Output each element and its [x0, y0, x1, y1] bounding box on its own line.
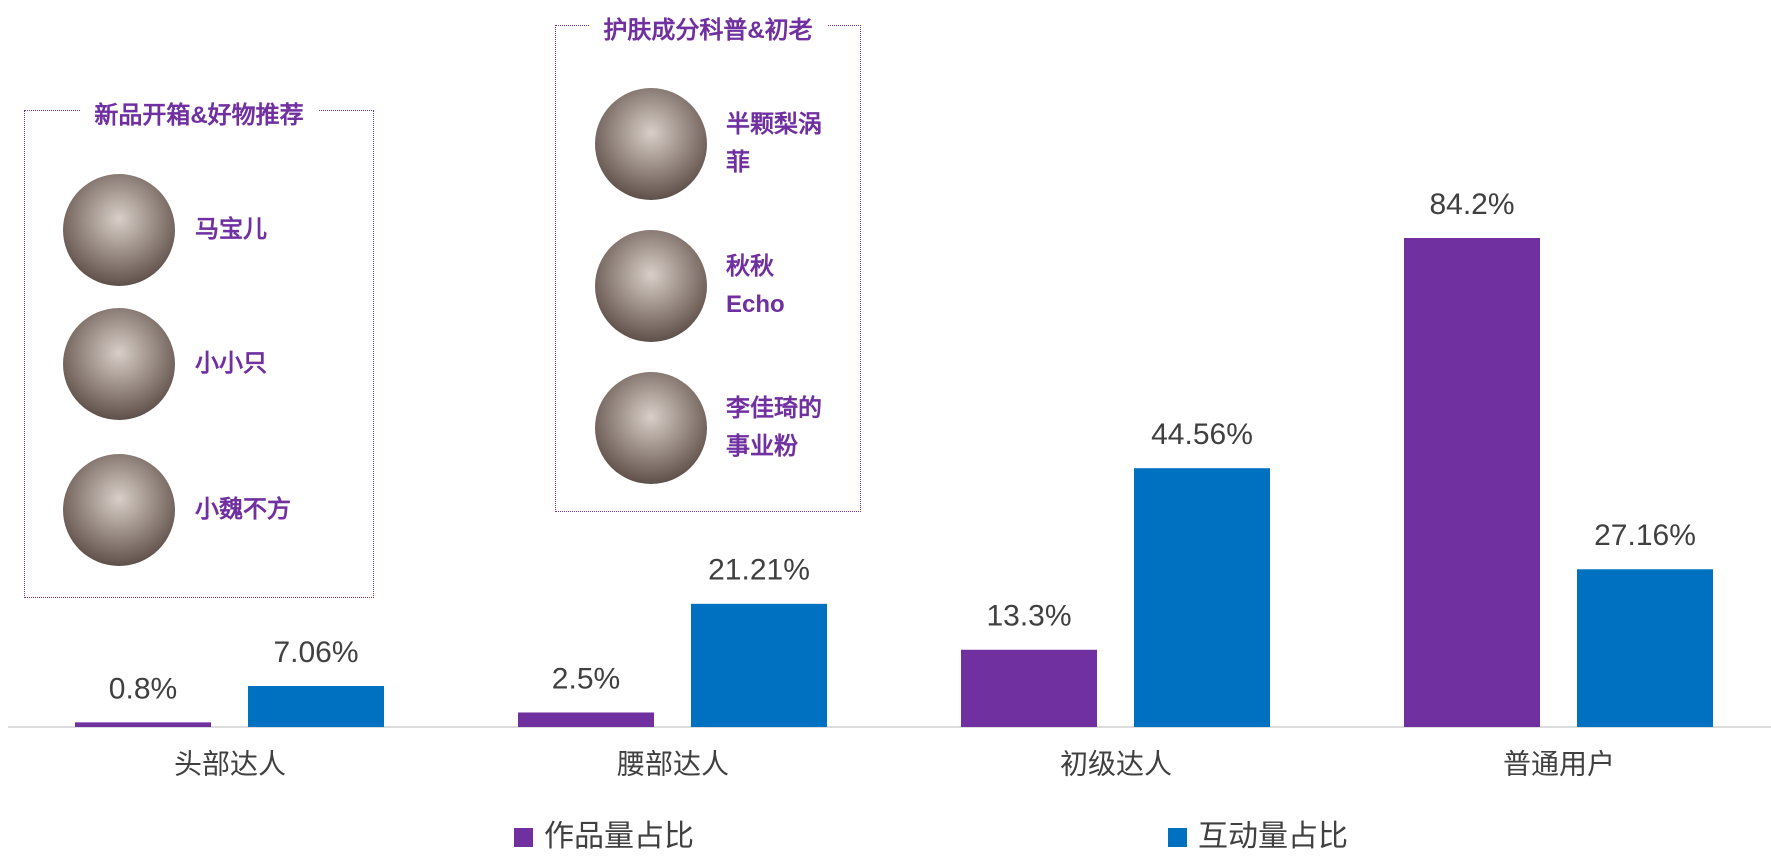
- bar: [691, 603, 827, 727]
- bar: [961, 649, 1097, 727]
- x-tick-label: 初级达人: [1060, 748, 1172, 779]
- legend-swatch: [514, 828, 533, 847]
- annotation-title: 新品开箱&好物推荐: [80, 102, 318, 129]
- value-label: 0.8%: [109, 672, 177, 705]
- avatar: [63, 454, 175, 566]
- annotation-title-wrap: 护肤成分科普&初老: [556, 10, 860, 45]
- value-label: 44.56%: [1151, 418, 1253, 451]
- avatar: [595, 88, 707, 200]
- creator-name: 半颗梨涡菲: [726, 111, 822, 176]
- legend-label: 互动量占比: [1198, 820, 1348, 853]
- bar: [1404, 238, 1540, 727]
- legend-swatch: [1168, 828, 1187, 847]
- value-label: 21.21%: [708, 554, 810, 587]
- creator-name: 李佳琦的事业粉: [726, 395, 822, 460]
- avatar: [595, 230, 707, 342]
- creator-name: 秋秋 Echo: [726, 253, 785, 318]
- value-label: 13.3%: [986, 600, 1071, 633]
- bar: [1577, 569, 1713, 727]
- x-tick-label: 普通用户: [1503, 748, 1615, 779]
- avatar: [63, 174, 175, 286]
- legend-label: 作品量占比: [544, 820, 694, 853]
- avatar: [595, 372, 707, 484]
- x-tick-label: 头部达人: [174, 748, 286, 779]
- annotation-box: 新品开箱&好物推荐: [24, 102, 374, 598]
- creator-name: 小魏不方: [195, 496, 291, 523]
- value-label: 2.5%: [552, 662, 620, 695]
- annotation-title: 护肤成分科普&初老: [589, 17, 827, 44]
- creator-name: 小小只: [195, 350, 267, 377]
- x-tick-label: 腰部达人: [617, 748, 729, 779]
- creator-name: 马宝儿: [195, 216, 267, 243]
- value-label: 7.06%: [273, 636, 358, 669]
- value-label: 84.2%: [1429, 188, 1514, 221]
- bar: [248, 685, 384, 727]
- annotation-box: 护肤成分科普&初老: [555, 17, 861, 512]
- bar: [518, 712, 654, 727]
- value-label: 27.16%: [1594, 519, 1696, 552]
- bar: [75, 722, 211, 727]
- bar: [1134, 468, 1270, 727]
- annotation-title-wrap: 新品开箱&好物推荐: [25, 95, 373, 130]
- avatar: [63, 308, 175, 420]
